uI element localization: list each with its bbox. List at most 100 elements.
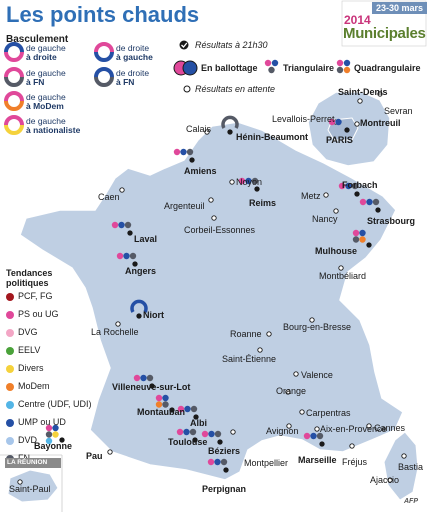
party-marker: [214, 458, 221, 466]
party-label: EELV: [18, 345, 41, 355]
city-label: Montpellier: [244, 458, 289, 468]
city-dot: [354, 191, 360, 197]
city-label: Montreuil: [360, 118, 401, 128]
party-marker: [124, 221, 132, 229]
party-marker: [245, 177, 252, 185]
party-swatch: [6, 347, 14, 355]
city-label: Aix-en-Provence: [320, 424, 387, 434]
city-label: Forbach: [342, 180, 378, 190]
party-marker: [366, 198, 373, 206]
city-dot: [208, 197, 214, 203]
party-marker: [129, 252, 137, 260]
city-dot: [377, 91, 383, 97]
party-marker: [328, 118, 336, 126]
legend-triangulaire: Triangulaire: [283, 63, 335, 73]
swing-marker: [130, 299, 148, 313]
city-label: La Rochelle: [91, 327, 139, 337]
city-dot: [387, 477, 393, 483]
party-marker: [123, 252, 130, 260]
credit: AFP: [404, 498, 418, 505]
party-marker: [116, 252, 124, 260]
party-swatch: [6, 365, 14, 373]
party-marker: [359, 229, 366, 237]
swing-label: de droite à gauche: [116, 43, 153, 62]
reunion-label: LA RÉUNION: [5, 458, 61, 468]
legend-quadrangulaire: Quadrangulaire: [354, 63, 421, 73]
city-label: Pau: [86, 451, 103, 461]
city-dot: [375, 207, 381, 213]
city-label: Béziers: [208, 446, 241, 456]
party-swatch: [6, 311, 14, 319]
party-swatch: [6, 329, 14, 337]
party-swatches: [6, 293, 14, 463]
city-label: Amiens: [184, 166, 217, 176]
party-marker: [351, 182, 359, 190]
city-dot: [107, 449, 113, 455]
city-dot: [319, 441, 325, 447]
party-marker: [190, 405, 198, 413]
party-marker: [214, 430, 222, 438]
party-marker: [208, 430, 215, 438]
party-marker: [359, 236, 366, 243]
party-marker: [111, 221, 119, 229]
city-label: Saint-Paul: [9, 484, 51, 494]
city-dot: [349, 443, 355, 449]
party-marker: [316, 432, 324, 440]
party-marker: [186, 148, 194, 156]
city-dot: [254, 186, 260, 192]
party-label: PS ou UG: [18, 309, 59, 319]
party-marker: [220, 458, 228, 466]
city-dot: [401, 453, 407, 459]
city-dot: [189, 157, 195, 163]
city-dot: [357, 98, 363, 104]
city-dot: [285, 389, 291, 395]
city-dot: [299, 409, 305, 415]
city-dot: [230, 429, 236, 435]
swing-marker: [221, 115, 239, 129]
party-marker: [352, 229, 360, 237]
party-label: DVG: [18, 327, 38, 337]
city-dot: [169, 407, 175, 413]
party-marker: [118, 221, 125, 229]
city-dot: [366, 423, 372, 429]
france-mainland: [19, 121, 404, 481]
party-marker: [238, 177, 246, 185]
city-label: Bayonne: [34, 441, 73, 451]
city-label: Noyon: [236, 177, 263, 187]
party-marker: [45, 431, 53, 438]
swing-label: de droite à FN: [116, 68, 150, 87]
city-label: Metz: [301, 191, 321, 201]
city-label: Marseille: [298, 455, 337, 465]
city-dot: [149, 383, 155, 389]
party-swatch: [6, 437, 14, 445]
city-label: Bourg-en-Bresse: [283, 322, 352, 332]
party-marker: [345, 182, 352, 190]
city-label: Mulhouse: [315, 246, 357, 256]
city-label: Laval: [134, 234, 158, 244]
city-dot: [127, 230, 133, 236]
city-label: Toulouse: [168, 437, 208, 447]
party-marker: [303, 432, 311, 440]
party-marker: [184, 405, 191, 413]
party-marker: [338, 182, 346, 190]
city-dot: [217, 439, 223, 445]
city-dot: [227, 129, 233, 135]
party-marker: [177, 405, 185, 413]
city-label: Valence: [301, 370, 333, 380]
party-swatch: [6, 293, 14, 301]
legend-ballotage: En ballottage: [201, 63, 258, 73]
reunion-island: [7, 469, 59, 503]
party-marker: [155, 394, 163, 402]
party-marker: [207, 458, 215, 466]
party-marker: [251, 177, 259, 185]
city-dot: [59, 437, 65, 443]
legend-tendances-title: Tendances politiques: [6, 268, 53, 288]
city-label: Caen: [98, 192, 120, 202]
party-label: Centre (UDF, UDI): [18, 399, 92, 409]
party-marker: [146, 374, 154, 382]
party-label: UMP ou UD: [18, 417, 66, 427]
city-label: Ajaccio: [370, 475, 400, 485]
party-marker: [359, 198, 367, 206]
city-dot: [136, 313, 142, 319]
